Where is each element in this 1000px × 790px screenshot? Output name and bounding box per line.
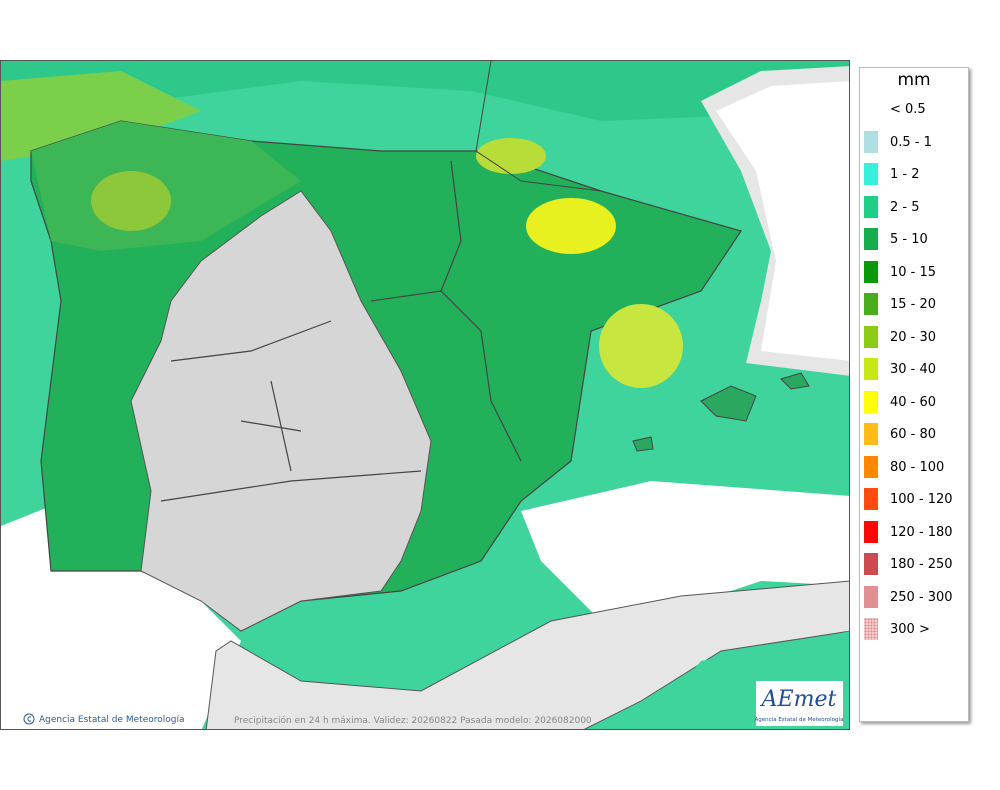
legend-item: < 0.5	[864, 98, 964, 120]
legend-item: 30 - 40	[864, 358, 964, 380]
legend-swatch	[864, 488, 878, 510]
sea-white	[521, 481, 849, 621]
north-region	[31, 121, 301, 251]
credit: Agencia Estatal de Meteorología	[39, 715, 185, 725]
legend-swatch	[864, 163, 878, 185]
legend-item: 20 - 30	[864, 325, 964, 348]
legend-swatch	[864, 260, 878, 283]
precip-max	[599, 304, 683, 388]
logo-subtitle: Agencia Estatal de Meteorología	[755, 716, 844, 723]
legend-swatch	[864, 553, 878, 575]
legend-item: 100 - 120	[864, 488, 964, 510]
legend-label: 250 - 300	[890, 589, 953, 605]
legend-swatch	[864, 618, 878, 640]
logo-name: AEmet	[760, 687, 837, 712]
legend-item: 180 - 250	[864, 553, 964, 575]
legend-swatch	[864, 390, 878, 413]
legend-label: 5 - 10	[890, 232, 928, 247]
legend-swatch	[864, 423, 878, 445]
precip-max	[476, 138, 546, 174]
legend-item: 0.5 - 1	[864, 130, 964, 153]
legend-item: 10 - 15	[864, 260, 964, 283]
sea-white	[716, 81, 849, 361]
precip-max	[91, 171, 171, 231]
legend-swatch	[864, 293, 878, 315]
legend-label: 300 >	[890, 622, 930, 637]
legend-label: 120 - 180	[890, 524, 953, 540]
legend-label: 180 - 250	[890, 557, 953, 572]
region-border	[370, 160, 522, 462]
legend-swatch	[864, 195, 878, 218]
legend-swatch	[864, 520, 878, 543]
legend-item: 60 - 80	[864, 423, 964, 445]
copyright-icon	[23, 713, 35, 725]
legend-item: 2 - 5	[864, 195, 964, 218]
legend-label: 100 - 120	[890, 492, 953, 507]
logo-box	[756, 681, 843, 726]
legend-swatch	[864, 455, 878, 478]
legend-label: 40 - 60	[890, 394, 937, 410]
island	[632, 436, 654, 452]
legend-label: 2 - 5	[890, 199, 920, 215]
legend-item: 300 >	[864, 618, 964, 640]
legend-label: 30 - 40	[890, 362, 937, 377]
country-border	[475, 61, 602, 192]
island	[700, 385, 757, 422]
legend-swatch	[864, 358, 878, 380]
legend-label: < 0.5	[890, 102, 926, 117]
island	[780, 372, 810, 390]
legend-item: 250 - 300	[864, 585, 964, 608]
copyright-icon	[27, 716, 32, 722]
legend-label: 10 - 15	[890, 264, 937, 280]
map-canvas: Agencia Estatal de Meteorología Precipit…	[1, 61, 849, 729]
atlantic-band	[1, 71, 201, 161]
legend-item: 120 - 180	[864, 520, 964, 543]
north-band	[1, 61, 849, 131]
legend: mm < 0.5 0.5 - 1 1 - 2 2 - 5 5 - 10 10 - 15 15…	[859, 67, 969, 722]
africa	[205, 580, 849, 729]
legend-swatch	[864, 130, 878, 153]
dry-interior	[130, 190, 432, 632]
map: Agencia Estatal de Meteorología Precipit…	[0, 60, 850, 730]
legend-label: 20 - 30	[890, 329, 937, 345]
footer-text: Precipitación en 24 h máxima. Validez: 2…	[234, 715, 592, 726]
legend-label: 0.5 - 1	[890, 134, 932, 150]
legend-swatch	[864, 228, 878, 250]
legend-label: 1 - 2	[890, 167, 920, 182]
legend-item: 15 - 20	[864, 293, 964, 315]
region-border	[160, 320, 422, 502]
legend-title: mm	[897, 70, 931, 90]
legend-item: 1 - 2	[864, 163, 964, 185]
legend-item: 40 - 60	[864, 390, 964, 413]
legend-swatch	[864, 325, 878, 348]
legend-label: 80 - 100	[890, 459, 945, 475]
legend-item: 5 - 10	[864, 228, 964, 250]
legend-label: 60 - 80	[890, 427, 937, 442]
legend-swatch	[864, 585, 878, 608]
precip-max	[526, 198, 616, 254]
legend-label: 15 - 20	[890, 297, 937, 312]
legend-item: 80 - 100	[864, 455, 964, 478]
